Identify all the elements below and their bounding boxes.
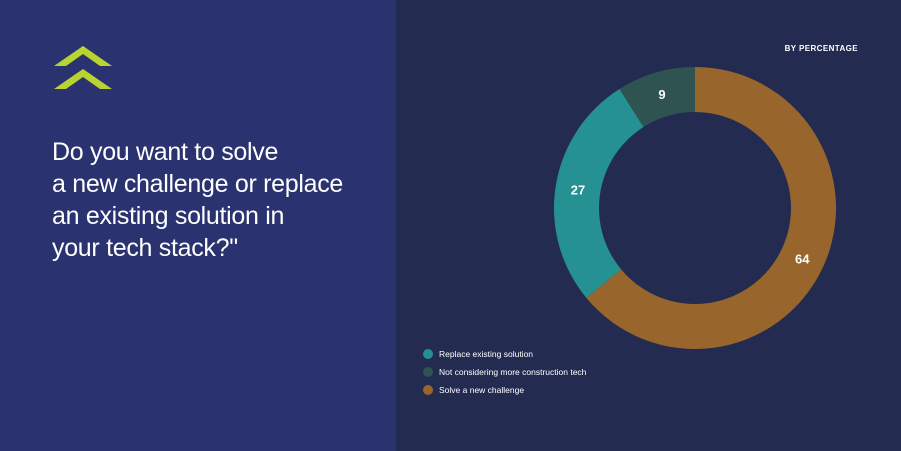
legend-item: Solve a new challenge [423,381,586,399]
question-line-2: a new challenge or replace [52,170,344,198]
left-panel [0,0,396,451]
slice-value-label: 64 [795,251,810,266]
legend-label: Solve a new challenge [439,385,525,395]
chart-legend: Replace existing solution Not considerin… [423,345,586,399]
legend-label: Replace existing solution [439,349,534,359]
legend-item: Not considering more construction tech [423,363,586,381]
legend-swatch [423,349,433,359]
brand-logo-icon [54,46,112,89]
question-line-4: your tech stack?" [52,234,238,262]
question-line-3: an existing solution in [52,202,285,230]
donut-chart: 64 27 9 [554,67,836,350]
donut-slice [586,67,836,350]
question-line-1: Do you want to solve [52,138,279,166]
legend-swatch [423,367,433,377]
donut-slice [619,67,695,127]
slice-value-label: 9 [658,87,665,102]
survey-question: Do you want to solve a new challenge or … [52,136,382,264]
logo-bottom-chevron [54,69,112,89]
legend-swatch [423,385,433,395]
donut-slice [554,88,644,298]
legend-item: Replace existing solution [423,345,586,363]
units-label: BY PERCENTAGE [784,44,858,53]
slice-value-label: 27 [571,182,585,197]
logo-top-chevron [54,46,112,66]
legend-label: Not considering more construction tech [439,367,587,377]
